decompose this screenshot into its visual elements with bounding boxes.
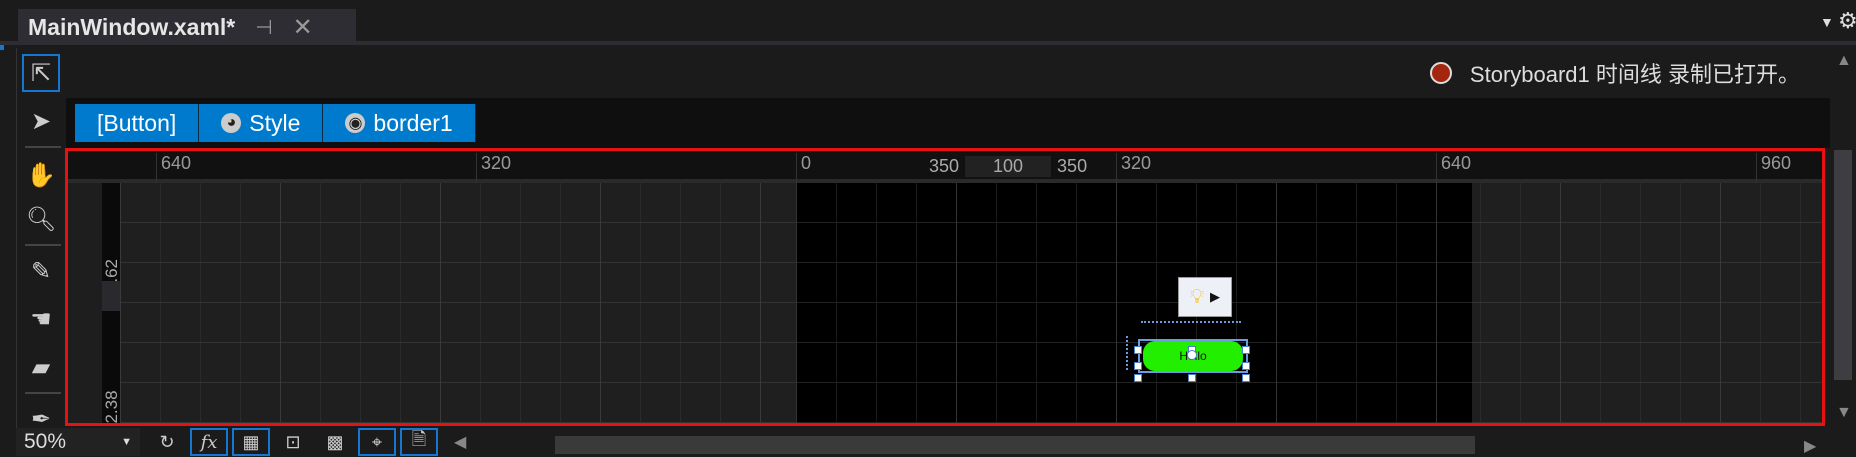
scroll-right-icon[interactable]: ▶ (1804, 438, 1817, 455)
tab-title: MainWindow.xaml* (28, 13, 236, 40)
scroll-down-icon[interactable]: ▼ (1836, 404, 1852, 421)
eye-icon: ◉ (345, 113, 366, 133)
grid-icon[interactable]: ▦ (232, 428, 270, 456)
margin-guide (1141, 321, 1241, 323)
resize-handle[interactable] (1134, 374, 1142, 382)
breadcrumb: [Button] ◕ Style ◉ border1 (75, 104, 476, 142)
selection-adorner (1138, 339, 1248, 373)
chevron-down-icon: ▼ (121, 436, 132, 448)
chevron-down-icon[interactable]: ▼ (1820, 14, 1834, 30)
resize-handle[interactable] (1188, 374, 1196, 382)
horizontal-scroll-thumb[interactable] (555, 436, 1475, 454)
width-value: 100 (965, 155, 1052, 177)
breadcrumb-label: border1 (373, 109, 453, 136)
tab-bar: MainWindow.xaml* ⊣ ✕ ▼ ⚙ (0, 0, 1856, 45)
breadcrumb-button[interactable]: [Button] (75, 104, 200, 142)
margin-guide (1126, 336, 1128, 370)
checkerboard-icon[interactable]: ▩ (326, 431, 344, 452)
breadcrumb-label: Style (249, 109, 301, 136)
lightbulb-icon: 💡︎ (1190, 285, 1204, 308)
divider (25, 244, 61, 246)
tools-panel: ⇱ ➤ ✋ 🔍︎ ✎ ☚ ▰ ✒ (16, 48, 66, 456)
annotations-icon[interactable]: 🗎︎ (400, 428, 438, 456)
render-transform-origin[interactable] (1187, 350, 1197, 360)
quick-actions-popup[interactable]: 💡︎ ▶ (1178, 277, 1232, 317)
resize-handle[interactable] (1134, 346, 1142, 354)
gear-icon[interactable]: ⚙ (1838, 8, 1856, 33)
vertical-ruler-highlight (102, 281, 120, 311)
palette-icon: ◕ (221, 113, 242, 133)
divider (25, 146, 61, 148)
ruler-label: 640 (156, 153, 191, 183)
ruler-label: 0 (796, 153, 811, 183)
recording-status-text: Storyboard1 时间线 录制已打开。 (1469, 62, 1800, 87)
expand-arrow-icon: ▶ (1210, 289, 1220, 304)
zoom-value: 50% (24, 430, 67, 453)
resize-handle[interactable] (1242, 374, 1250, 382)
ruler-label: 320 (476, 153, 511, 183)
ruler-label: 640 (1436, 153, 1471, 183)
resize-handle[interactable] (1242, 362, 1250, 370)
artboard[interactable] (796, 183, 1472, 423)
selection-tool[interactable]: ⇱ (22, 54, 60, 92)
resize-handle[interactable] (1242, 346, 1250, 354)
ruler-label: 320 (1116, 153, 1151, 183)
pan-tool[interactable]: ✋ (26, 161, 56, 189)
zoom-tool[interactable]: 🔍︎ (25, 205, 57, 233)
direct-selection-tool[interactable]: ➤ (30, 107, 52, 135)
tab-mainwindow[interactable]: MainWindow.xaml* ⊣ ✕ (18, 9, 356, 45)
vertical-scroll-thumb[interactable] (1834, 150, 1852, 380)
pen-tool[interactable]: ✒ (30, 405, 52, 433)
fx-icon[interactable]: fx (190, 428, 228, 456)
divider (25, 392, 61, 394)
recording-status-bar: Storyboard1 时间线 录制已打开。 (66, 48, 1830, 98)
snap-points-icon[interactable]: ⌖ (358, 428, 396, 456)
margin-right-value: 350 (1057, 155, 1088, 176)
ruler-label: 960 (1756, 153, 1791, 183)
eyedropper-tool[interactable]: ✎ (30, 257, 52, 285)
breadcrumb-label: [Button] (97, 109, 177, 136)
ruler-label: 02.38 (102, 390, 121, 426)
gradient-tool[interactable]: ▰ (31, 353, 51, 381)
scroll-left-icon[interactable]: ◀ (454, 434, 467, 451)
margin-left-value: 350 (929, 155, 960, 176)
resize-handle[interactable] (1134, 362, 1142, 370)
snap-grid-icon[interactable]: ⊡ (285, 431, 301, 452)
paint-bucket-tool[interactable]: ☚ (30, 305, 52, 333)
zoom-select[interactable]: 50% ▼ (16, 428, 140, 456)
horizontal-ruler: 640 320 0 320 640 960 350 100 350 (68, 151, 1822, 183)
design-canvas[interactable]: 640 320 0 320 640 960 350 100 350 217.62… (65, 148, 1825, 426)
dimension-readout: 350 100 350 (923, 155, 1093, 177)
breadcrumb-border1[interactable]: ◉ border1 (323, 104, 476, 142)
refresh-icon[interactable]: ↻ (159, 431, 175, 452)
breadcrumb-style[interactable]: ◕ Style (199, 104, 324, 142)
record-indicator-icon (1429, 62, 1452, 84)
scroll-up-icon[interactable]: ▲ (1836, 52, 1852, 69)
pin-icon[interactable]: ⊣ (255, 16, 273, 39)
close-icon[interactable]: ✕ (292, 13, 313, 41)
